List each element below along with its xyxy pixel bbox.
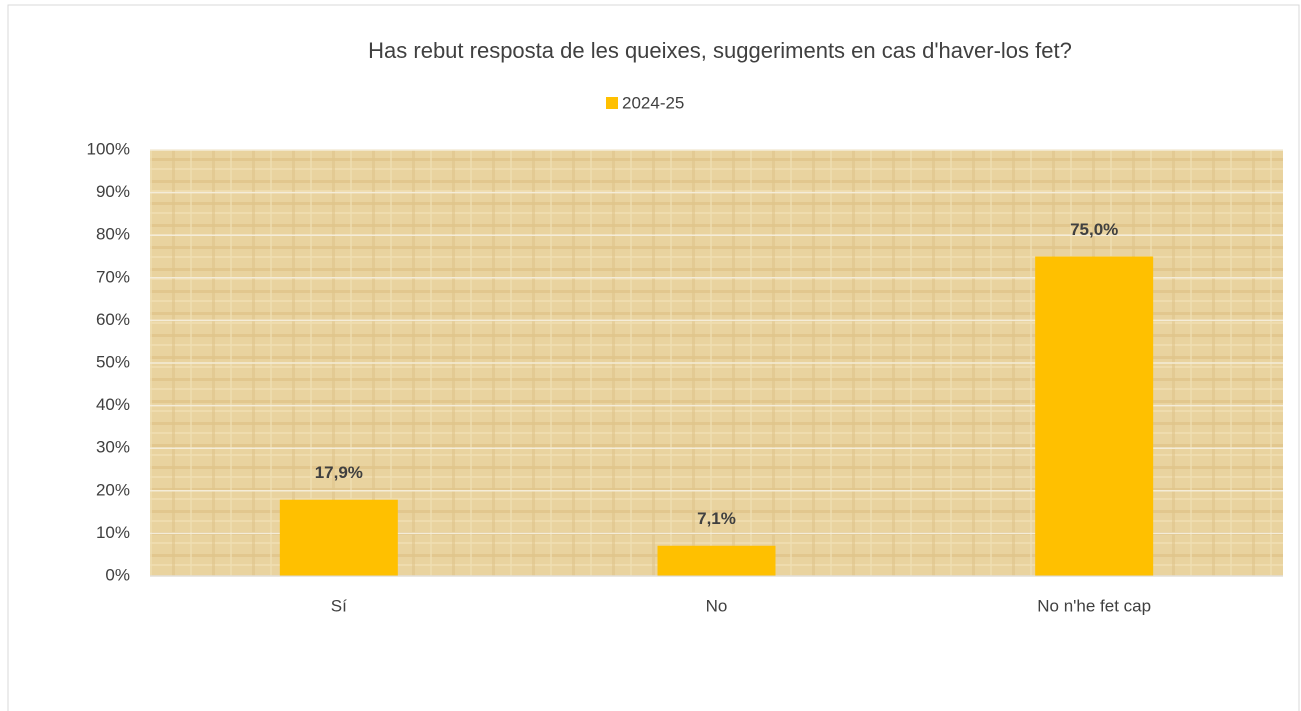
y-tick-label: 100% bbox=[87, 139, 130, 158]
bar bbox=[657, 545, 776, 576]
chart-border bbox=[7, 4, 1300, 711]
x-tick-label: No bbox=[706, 596, 728, 615]
y-tick-label: 20% bbox=[96, 480, 130, 499]
value-label: 7,1% bbox=[697, 509, 736, 528]
x-tick-label: Sí bbox=[331, 596, 347, 615]
y-tick-label: 0% bbox=[105, 565, 130, 584]
value-label: 75,0% bbox=[1070, 220, 1118, 239]
bar bbox=[279, 499, 398, 576]
y-tick-label: 30% bbox=[96, 438, 130, 457]
y-tick-label: 10% bbox=[96, 523, 130, 542]
y-tick-label: 90% bbox=[96, 182, 130, 201]
y-tick-label: 60% bbox=[96, 310, 130, 329]
legend-label: 2024-25 bbox=[622, 93, 684, 112]
chart-title: Has rebut resposta de les queixes, sugge… bbox=[368, 38, 1072, 63]
y-tick-label: 80% bbox=[96, 225, 130, 244]
legend-swatch bbox=[606, 97, 618, 109]
x-tick-label: No n'he fet cap bbox=[1037, 596, 1151, 615]
y-tick-label: 70% bbox=[96, 267, 130, 286]
bar bbox=[1035, 256, 1154, 576]
y-tick-label: 50% bbox=[96, 352, 130, 371]
value-label: 17,9% bbox=[315, 463, 363, 482]
y-tick-label: 40% bbox=[96, 395, 130, 414]
